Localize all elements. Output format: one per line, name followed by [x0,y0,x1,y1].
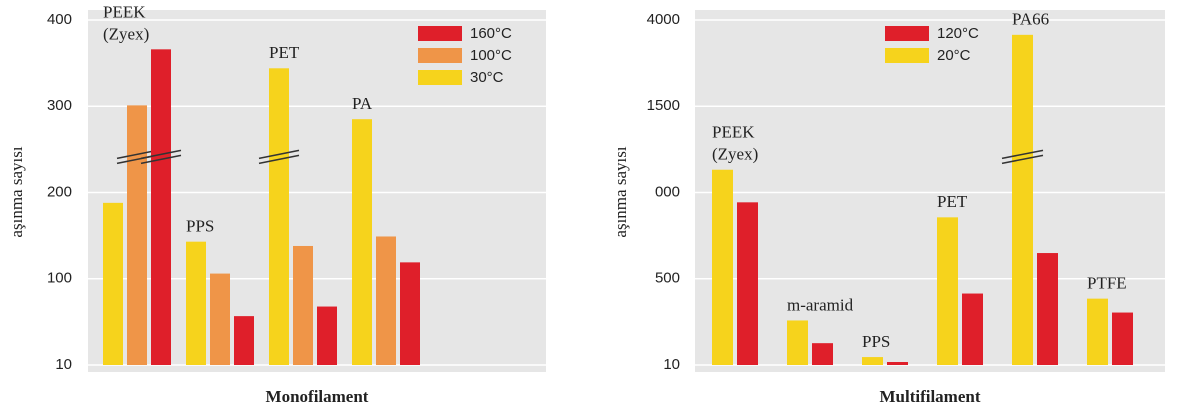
bar [937,217,958,365]
legend-swatch [418,48,462,63]
category-label: PPS [186,217,214,236]
category-label: PPS [862,332,890,351]
axis-break [258,149,300,160]
y-tick-label: 100 [47,270,72,287]
plot-background [695,10,1165,372]
bar [103,202,123,365]
axis-break [116,149,158,160]
bar [1087,298,1108,365]
category-label-line: PEEK [103,2,150,21]
category-label-line: (Zyex) [712,145,758,164]
y-tick-label: 000 [655,183,680,200]
category-label-line: PEEK [712,123,759,142]
axis-break [1001,149,1044,160]
x-axis-title: Monofilament [266,387,369,406]
legend-swatch [885,48,929,63]
bar [737,202,758,365]
y-tick-label: 300 [47,97,72,114]
category-label: PEEK (Zyex) [712,123,759,164]
category-label: PA [352,94,373,113]
bar [1037,253,1058,365]
bar [234,316,254,365]
category-label: PEEK (Zyex) [103,2,150,43]
category-label: PET [269,43,300,62]
legend-swatch [418,70,462,85]
y-tick-label: 10 [55,356,72,373]
bar [887,362,908,365]
bar [210,273,230,365]
bar [1112,312,1133,365]
bar [186,241,206,365]
bar [962,293,983,365]
y-tick-label: 4000 [647,11,680,28]
bar [269,68,289,366]
category-label: PET [937,192,968,211]
legend-label: 160°C [470,25,512,42]
legend-label: 30°C [470,69,504,86]
bar [712,169,733,365]
bar [352,119,372,365]
category-label: PTFE [1087,274,1127,293]
y-tick-label: 1500 [647,97,680,114]
bar [293,245,313,365]
category-label: PA66 [1012,10,1049,29]
bar [127,105,147,365]
bar [376,236,396,365]
axis-break [140,154,182,165]
legend-swatch [418,26,462,41]
category-label-line: (Zyex) [103,24,149,43]
bar [812,343,833,365]
bar [151,49,171,365]
category-label: m-aramid [787,295,854,314]
legend-label: 20°C [937,47,971,64]
y-tick-label: 10 [663,356,680,373]
y-tick-label: 500 [655,270,680,287]
bar [787,320,808,365]
bar [862,357,883,365]
bar [400,262,420,365]
legend-label: 100°C [470,47,512,64]
y-tick-label: 200 [47,183,72,200]
bar [1012,34,1033,366]
y-axis-title: aşınma sayısı [7,146,26,237]
x-axis-title: Multifilament [879,387,980,406]
axis-break [258,154,300,165]
legend-swatch [885,26,929,41]
y-tick-label: 400 [47,11,72,28]
y-axis-title: aşınma sayısı [611,146,630,237]
bar [317,306,337,365]
axis-break [1001,154,1044,165]
legend-label: 120°C [937,25,979,42]
axis-break [140,149,182,160]
